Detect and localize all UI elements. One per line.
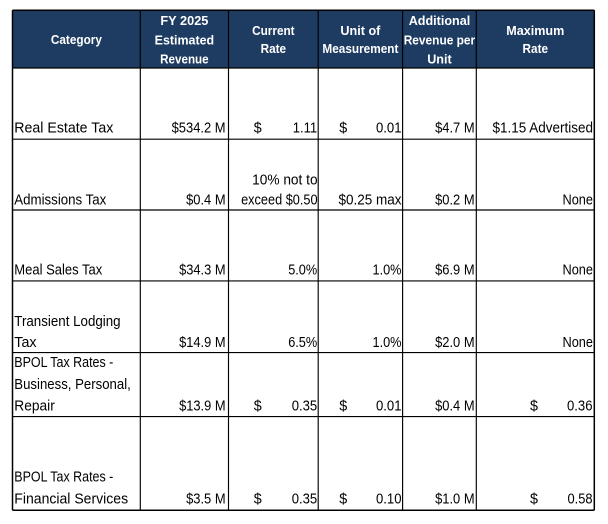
svg-text:FY 2025: FY 2025 [160, 14, 208, 28]
svg-text:Business, Personal,: Business, Personal, [14, 377, 131, 393]
svg-text:$0.2 M: $0.2 M [435, 193, 475, 209]
svg-text:$3.5 M: $3.5 M [186, 492, 226, 508]
svg-text:BPOL Tax Rates -: BPOL Tax Rates - [14, 470, 113, 486]
svg-text:$: $ [530, 398, 538, 414]
svg-text:Current: Current [252, 24, 295, 38]
svg-text:Revenue per: Revenue per [404, 33, 476, 47]
svg-text:0.01: 0.01 [376, 121, 402, 137]
svg-text:5.0%: 5.0% [288, 263, 317, 279]
svg-text:$14.9 M: $14.9 M [179, 335, 226, 351]
svg-text:$0.25 max: $0.25 max [339, 193, 402, 209]
svg-text:$1.15 Advertised: $1.15 Advertised [493, 121, 594, 137]
svg-text:$: $ [530, 492, 538, 508]
svg-text:Repair: Repair [14, 399, 55, 415]
svg-text:Financial Services: Financial Services [14, 492, 128, 508]
svg-text:$13.9 M: $13.9 M [179, 398, 226, 414]
svg-text:1.11: 1.11 [293, 121, 318, 137]
svg-text:$0.4 M: $0.4 M [186, 193, 226, 209]
svg-text:$: $ [254, 121, 262, 137]
svg-text:BPOL Tax Rates -: BPOL Tax Rates - [14, 355, 113, 371]
svg-text:1.0%: 1.0% [373, 263, 402, 279]
svg-text:Additional: Additional [409, 14, 471, 28]
svg-text:0.36: 0.36 [567, 398, 593, 414]
svg-text:$: $ [339, 121, 347, 137]
svg-text:Measurement: Measurement [322, 42, 399, 56]
svg-text:Admissions Tax: Admissions Tax [14, 193, 106, 209]
svg-text:$534.2 M: $534.2 M [172, 121, 226, 137]
svg-text:None: None [563, 335, 594, 351]
svg-text:0.10: 0.10 [376, 492, 402, 508]
svg-text:None: None [563, 263, 594, 279]
svg-text:Maximum: Maximum [506, 24, 564, 38]
svg-text:Revenue: Revenue [160, 53, 209, 67]
svg-text:Unit of: Unit of [340, 24, 381, 38]
svg-text:$4.7 M: $4.7 M [435, 121, 475, 137]
svg-text:$2.0 M: $2.0 M [435, 335, 475, 351]
svg-text:Unit: Unit [427, 53, 452, 67]
svg-text:0.01: 0.01 [376, 398, 402, 414]
svg-text:$: $ [254, 398, 262, 414]
svg-text:Tax: Tax [14, 335, 36, 351]
svg-text:Rate: Rate [261, 42, 287, 56]
svg-text:1.0%: 1.0% [373, 335, 402, 351]
svg-text:$34.3 M: $34.3 M [179, 263, 226, 279]
svg-text:Rate: Rate [523, 42, 549, 56]
svg-text:$1.0 M: $1.0 M [435, 492, 475, 508]
svg-text:0.35: 0.35 [292, 398, 318, 414]
svg-text:Estimated: Estimated [155, 33, 215, 47]
svg-text:Meal Sales Tax: Meal Sales Tax [14, 263, 102, 279]
svg-text:6.5%: 6.5% [288, 335, 317, 351]
svg-text:exceed $0.50: exceed $0.50 [241, 193, 318, 209]
svg-text:0.58: 0.58 [568, 492, 593, 508]
svg-text:$6.9 M: $6.9 M [435, 263, 475, 279]
svg-text:Real Estate Tax: Real Estate Tax [14, 121, 113, 137]
svg-text:0.35: 0.35 [292, 492, 318, 508]
svg-text:$: $ [254, 492, 262, 508]
svg-text:10% not to: 10% not to [252, 172, 318, 188]
svg-text:$0.4 M: $0.4 M [435, 398, 475, 414]
svg-text:Transient Lodging: Transient Lodging [14, 314, 120, 330]
svg-text:None: None [563, 193, 594, 209]
svg-text:$: $ [339, 492, 347, 508]
svg-text:$: $ [339, 398, 347, 414]
svg-text:Category: Category [51, 33, 102, 47]
